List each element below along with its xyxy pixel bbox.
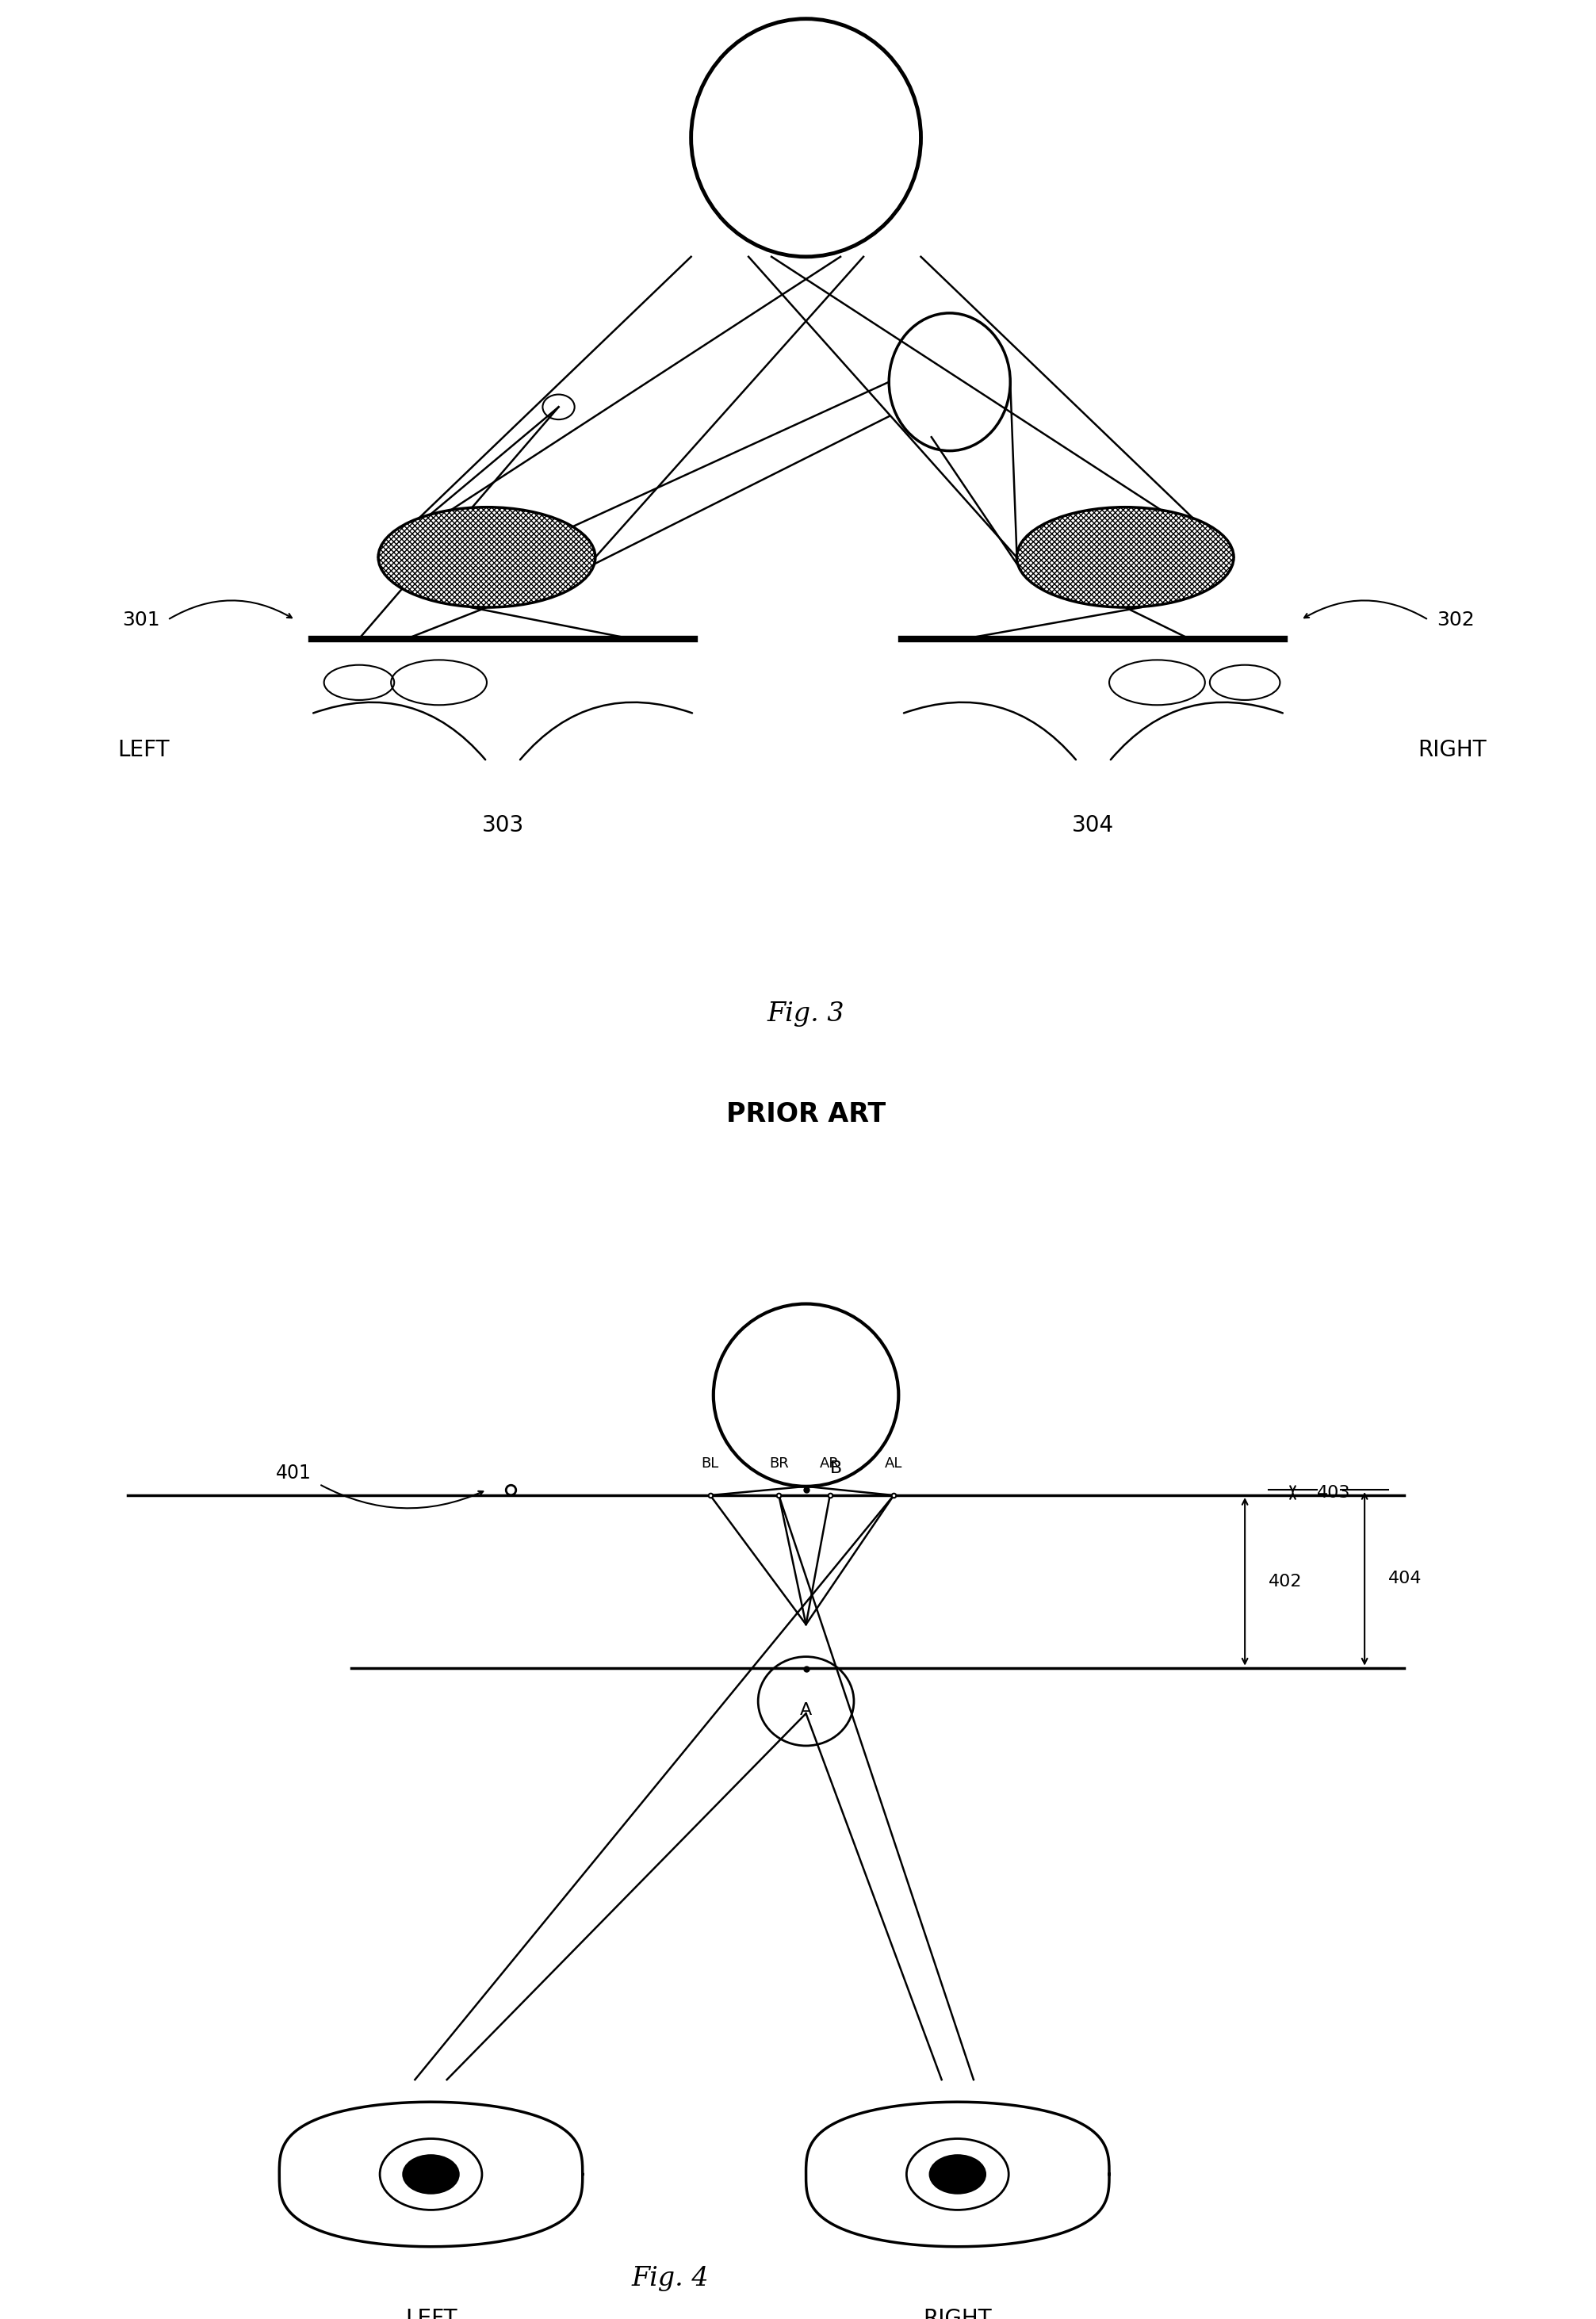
Text: RIGHT: RIGHT [922,2307,993,2319]
Text: LEFT: LEFT [118,740,169,761]
Text: Fig. 3: Fig. 3 [768,1002,844,1027]
Text: BR: BR [769,1456,788,1470]
Text: A: A [800,1702,812,1718]
Text: 304: 304 [1073,814,1114,837]
Polygon shape [279,2101,583,2247]
Polygon shape [806,2101,1109,2247]
Text: AL: AL [884,1456,903,1470]
Text: RIGHT: RIGHT [1417,740,1487,761]
Text: 302: 302 [1436,610,1475,628]
Text: Fig. 4: Fig. 4 [632,2266,709,2291]
Circle shape [380,2138,482,2210]
Text: 303: 303 [482,814,523,837]
Text: 401: 401 [276,1463,311,1482]
Text: 403: 403 [1317,1484,1350,1500]
Text: 404: 404 [1389,1570,1422,1586]
Text: AR: AR [820,1456,839,1470]
Text: BL: BL [701,1456,720,1470]
Text: PRIOR ART: PRIOR ART [726,1102,886,1127]
Circle shape [907,2138,1009,2210]
Text: LEFT: LEFT [405,2307,456,2319]
Circle shape [929,2154,986,2194]
Text: 402: 402 [1269,1575,1302,1589]
Ellipse shape [1017,508,1234,608]
Ellipse shape [378,508,595,608]
Circle shape [402,2154,460,2194]
Text: B: B [830,1461,843,1477]
Text: 301: 301 [121,610,160,628]
